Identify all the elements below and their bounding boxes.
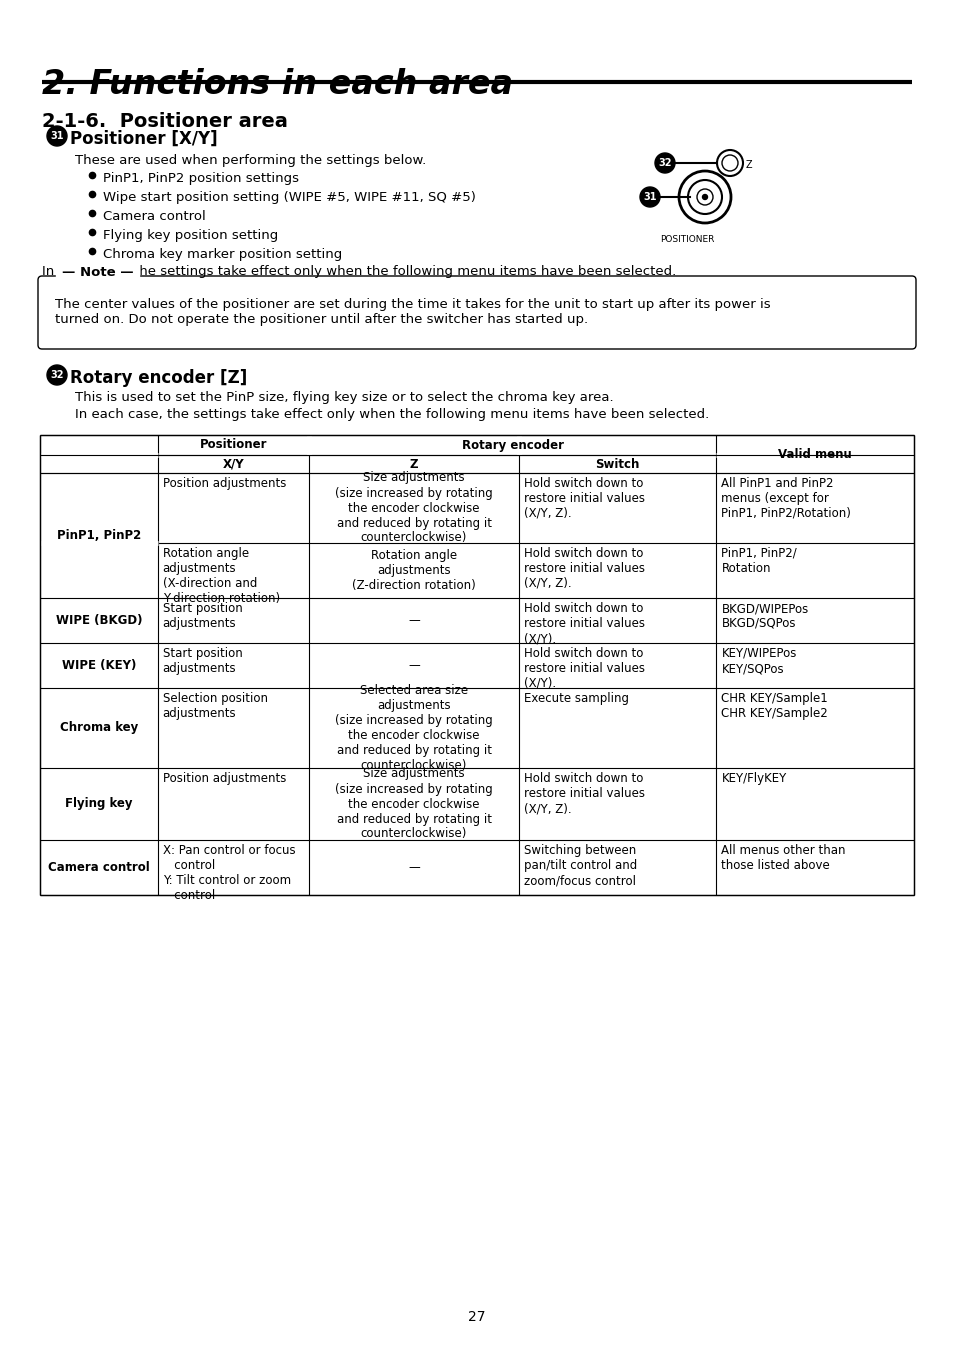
Text: Start position
adjustments: Start position adjustments [163,603,242,630]
Text: Selection position
adjustments: Selection position adjustments [163,692,268,720]
Text: All PinP1 and PinP2
menus (except for
PinP1, PinP2/Rotation): All PinP1 and PinP2 menus (except for Pi… [720,477,850,520]
Circle shape [701,194,707,200]
FancyBboxPatch shape [38,276,915,349]
Text: 32: 32 [51,369,64,380]
Text: Size adjustments
(size increased by rotating
the encoder clockwise
and reduced b: Size adjustments (size increased by rota… [335,472,493,545]
Text: Valid menu: Valid menu [778,448,851,461]
Text: Hold switch down to
restore initial values
(X/Y).: Hold switch down to restore initial valu… [523,603,644,644]
Text: Wipe start position setting (WIPE #5, WIPE #11, SQ #5): Wipe start position setting (WIPE #5, WI… [103,191,476,204]
Text: Rotary encoder: Rotary encoder [461,438,563,452]
Text: Positioner: Positioner [199,438,267,452]
Circle shape [655,154,675,173]
Circle shape [47,365,67,386]
Text: These are used when performing the settings below.: These are used when performing the setti… [75,154,426,167]
Text: 31: 31 [51,131,64,142]
Text: CHR KEY/Sample1
CHR KEY/Sample2: CHR KEY/Sample1 CHR KEY/Sample2 [720,692,827,720]
Text: Switching between
pan/tilt control and
zoom/focus control: Switching between pan/tilt control and z… [523,844,637,887]
Text: KEY/FlyKEY: KEY/FlyKEY [720,772,786,785]
Text: Switch: Switch [595,457,639,470]
Text: — Note —: — Note — [62,266,133,279]
Text: All menus other than
those listed above: All menus other than those listed above [720,844,845,872]
Text: 32: 32 [658,158,671,168]
Text: BKGD/WIPEPos
BKGD/SQPos: BKGD/WIPEPos BKGD/SQPos [720,603,808,630]
Text: Flying key: Flying key [65,798,132,810]
Text: PinP1, PinP2: PinP1, PinP2 [56,528,141,542]
Text: 2-1-6.  Positioner area: 2-1-6. Positioner area [42,112,288,131]
Text: Rotary encoder [Z]: Rotary encoder [Z] [70,369,247,387]
Text: Z: Z [410,457,417,470]
Text: X: Pan control or focus
   control
Y: Tilt control or zoom
   control: X: Pan control or focus control Y: Tilt … [163,844,295,902]
Text: Chroma key marker position setting: Chroma key marker position setting [103,248,342,262]
Text: —: — [408,613,419,627]
Text: 2. Functions in each area: 2. Functions in each area [42,67,513,101]
Text: KEY/WIPEPos
KEY/SQPos: KEY/WIPEPos KEY/SQPos [720,647,796,675]
Text: POSITIONER: POSITIONER [659,235,714,244]
Text: Rotation angle
adjustments
(Z-direction rotation): Rotation angle adjustments (Z-direction … [352,549,476,592]
Text: Hold switch down to
restore initial values
(X/Y, Z).: Hold switch down to restore initial valu… [523,477,644,520]
Text: WIPE (KEY): WIPE (KEY) [62,659,136,673]
Text: Position adjustments: Position adjustments [163,477,286,491]
Text: Rotation angle
adjustments
(X-direction and
Y-direction rotation): Rotation angle adjustments (X-direction … [163,547,279,605]
Text: This is used to set the PinP size, flying key size or to select the chroma key a: This is used to set the PinP size, flyin… [75,391,613,404]
Text: Selected area size
adjustments
(size increased by rotating
the encoder clockwise: Selected area size adjustments (size inc… [335,683,493,772]
Text: X/Y: X/Y [222,457,244,470]
Text: Size adjustments
(size increased by rotating
the encoder clockwise
and reduced b: Size adjustments (size increased by rota… [335,767,493,841]
Text: Chroma key: Chroma key [60,721,138,735]
Text: WIPE (BKGD): WIPE (BKGD) [55,613,142,627]
Text: PinP1, PinP2 position settings: PinP1, PinP2 position settings [103,173,298,185]
Text: Hold switch down to
restore initial values
(X/Y, Z).: Hold switch down to restore initial valu… [523,772,644,816]
Text: Position adjustments: Position adjustments [163,772,286,785]
Text: 31: 31 [642,191,656,202]
Text: Start position
adjustments: Start position adjustments [163,647,242,675]
Text: Flying key position setting: Flying key position setting [103,229,278,243]
Text: The center values of the positioner are set during the time it takes for the uni: The center values of the positioner are … [55,298,770,326]
Text: Camera control: Camera control [103,210,206,222]
Text: In each case, the settings take effect only when the following menu items have b: In each case, the settings take effect o… [42,266,676,278]
Text: Camera control: Camera control [48,861,150,874]
Text: Positioner [X/Y]: Positioner [X/Y] [70,129,217,148]
Text: 27: 27 [468,1310,485,1324]
Text: In each case, the settings take effect only when the following menu items have b: In each case, the settings take effect o… [75,408,708,421]
Text: Execute sampling: Execute sampling [523,692,628,705]
Text: Hold switch down to
restore initial values
(X/Y, Z).: Hold switch down to restore initial valu… [523,547,644,590]
Text: —: — [408,659,419,673]
Text: PinP1, PinP2/
Rotation: PinP1, PinP2/ Rotation [720,547,797,576]
Text: —: — [408,861,419,874]
Circle shape [639,187,659,208]
Text: Hold switch down to
restore initial values
(X/Y).: Hold switch down to restore initial valu… [523,647,644,690]
Circle shape [47,125,67,146]
Text: Z: Z [745,160,752,170]
